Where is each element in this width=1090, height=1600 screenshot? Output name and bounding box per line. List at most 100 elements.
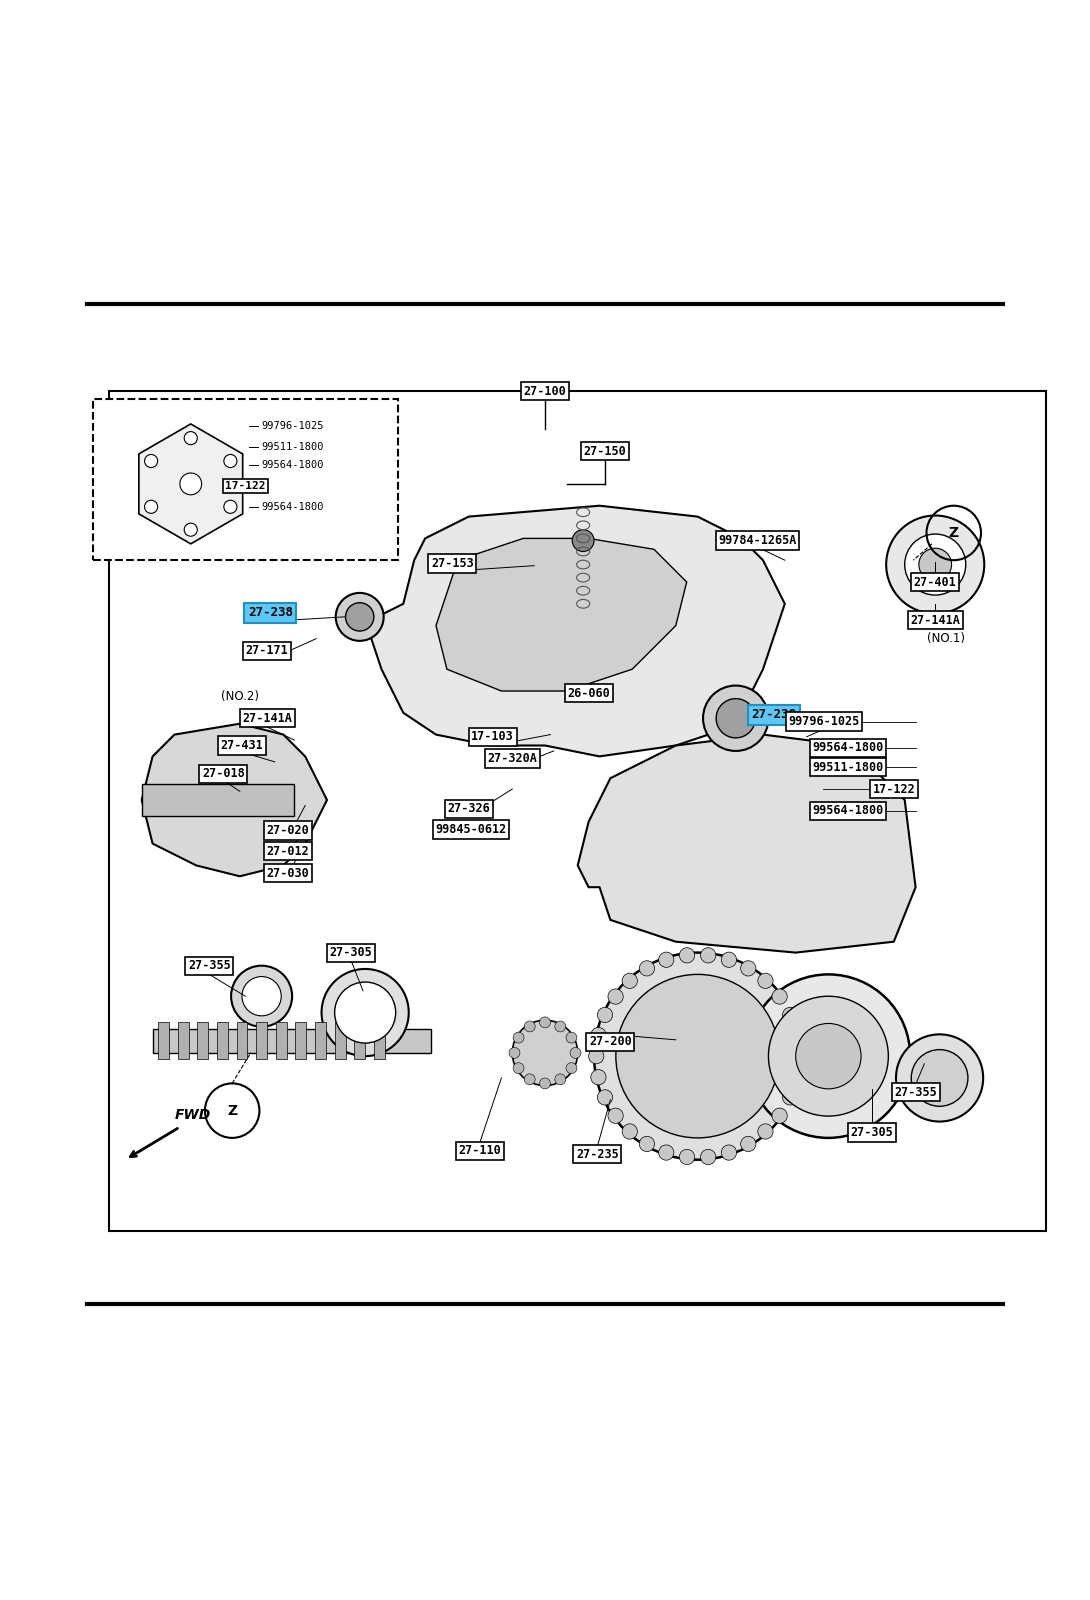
Text: 17-122: 17-122 [225,482,266,491]
Bar [374,1022,385,1059]
Text: 26-060: 26-060 [567,686,610,699]
Text: 99796-1025: 99796-1025 [788,715,860,728]
Text: 27-238: 27-238 [247,606,293,619]
Bar [276,1022,287,1059]
Text: 27-100: 27-100 [523,384,567,398]
Circle shape [886,515,984,614]
Text: 99564-1800: 99564-1800 [812,805,884,818]
Circle shape [513,1062,524,1074]
Circle shape [540,1078,550,1090]
Text: 27-305: 27-305 [850,1126,894,1139]
Polygon shape [138,424,243,544]
Circle shape [180,474,202,494]
Circle shape [911,1050,968,1106]
Text: 27-171: 27-171 [245,645,289,658]
Circle shape [658,952,674,968]
Text: 27-326: 27-326 [447,802,490,816]
Bar [197,1022,208,1059]
Circle shape [791,1048,807,1064]
Polygon shape [578,734,916,952]
Circle shape [622,973,638,989]
Bar [217,1022,228,1059]
Circle shape [223,454,237,467]
Circle shape [722,952,737,968]
Text: Z: Z [227,1104,238,1118]
Circle shape [145,454,158,467]
Circle shape [772,1109,787,1123]
Bar [295,1022,306,1059]
Circle shape [919,549,952,581]
Text: 27-020: 27-020 [266,824,310,837]
Text: 99511-1800: 99511-1800 [812,760,884,774]
Text: (NO.1): (NO.1) [928,632,965,645]
Circle shape [747,974,910,1138]
Polygon shape [371,506,785,757]
Circle shape [566,1032,577,1043]
Text: 27-401: 27-401 [913,576,957,589]
Text: 27-110: 27-110 [458,1144,501,1157]
Bar [178,1022,189,1059]
Text: 27-320A: 27-320A [487,752,537,765]
Text: 27-012: 27-012 [266,845,310,858]
Circle shape [608,1109,623,1123]
Text: 99784-1265A: 99784-1265A [718,534,797,547]
Bar [237,1022,247,1059]
Bar [335,1022,346,1059]
Text: 27-153: 27-153 [431,557,474,570]
Circle shape [758,973,773,989]
Circle shape [597,1008,613,1022]
Circle shape [555,1074,566,1085]
Circle shape [905,534,966,595]
Text: 27-141A: 27-141A [242,712,292,725]
Circle shape [566,1062,577,1074]
Bar [93,398,398,560]
Text: 27-305: 27-305 [329,946,373,958]
Circle shape [223,501,237,514]
Circle shape [722,1146,737,1160]
Circle shape [512,1021,578,1085]
Circle shape [570,1048,581,1058]
Circle shape [145,501,158,514]
Circle shape [242,976,281,1016]
Text: 27-200: 27-200 [589,1035,632,1048]
Circle shape [716,699,755,738]
Circle shape [740,1136,756,1152]
Circle shape [597,1090,613,1106]
Circle shape [540,1018,550,1027]
Circle shape [783,1008,798,1022]
Text: 27-355: 27-355 [187,958,231,973]
Circle shape [509,1048,520,1058]
Circle shape [608,989,623,1005]
Bar [315,1022,326,1059]
Circle shape [772,989,787,1005]
Circle shape [555,1021,566,1032]
Circle shape [758,1123,773,1139]
Circle shape [789,1069,804,1085]
Circle shape [703,685,768,750]
Text: 27-018: 27-018 [202,768,245,781]
Text: FWD: FWD [174,1107,210,1122]
Text: 27-235: 27-235 [576,1147,619,1160]
Text: 99511-1800: 99511-1800 [262,442,324,451]
Circle shape [184,523,197,536]
Text: 27-431: 27-431 [220,739,264,752]
Text: 27-238: 27-238 [751,709,797,722]
Circle shape [701,1149,716,1165]
Circle shape [524,1074,535,1085]
Text: (NO.2): (NO.2) [221,690,258,702]
Circle shape [335,982,396,1043]
Circle shape [594,952,801,1160]
Circle shape [346,603,374,630]
Circle shape [796,1024,861,1090]
Text: 99845-0612: 99845-0612 [435,822,507,835]
Circle shape [658,1146,674,1160]
Text: 99564-1800: 99564-1800 [262,461,324,470]
Text: 99564-1800: 99564-1800 [812,741,884,754]
Text: 27-150: 27-150 [583,445,627,458]
Text: 99796-1025: 99796-1025 [262,421,324,430]
Circle shape [640,960,655,976]
Circle shape [679,1149,694,1165]
Text: 17-103: 17-103 [471,730,514,744]
Circle shape [639,1136,654,1152]
Circle shape [783,1090,798,1106]
